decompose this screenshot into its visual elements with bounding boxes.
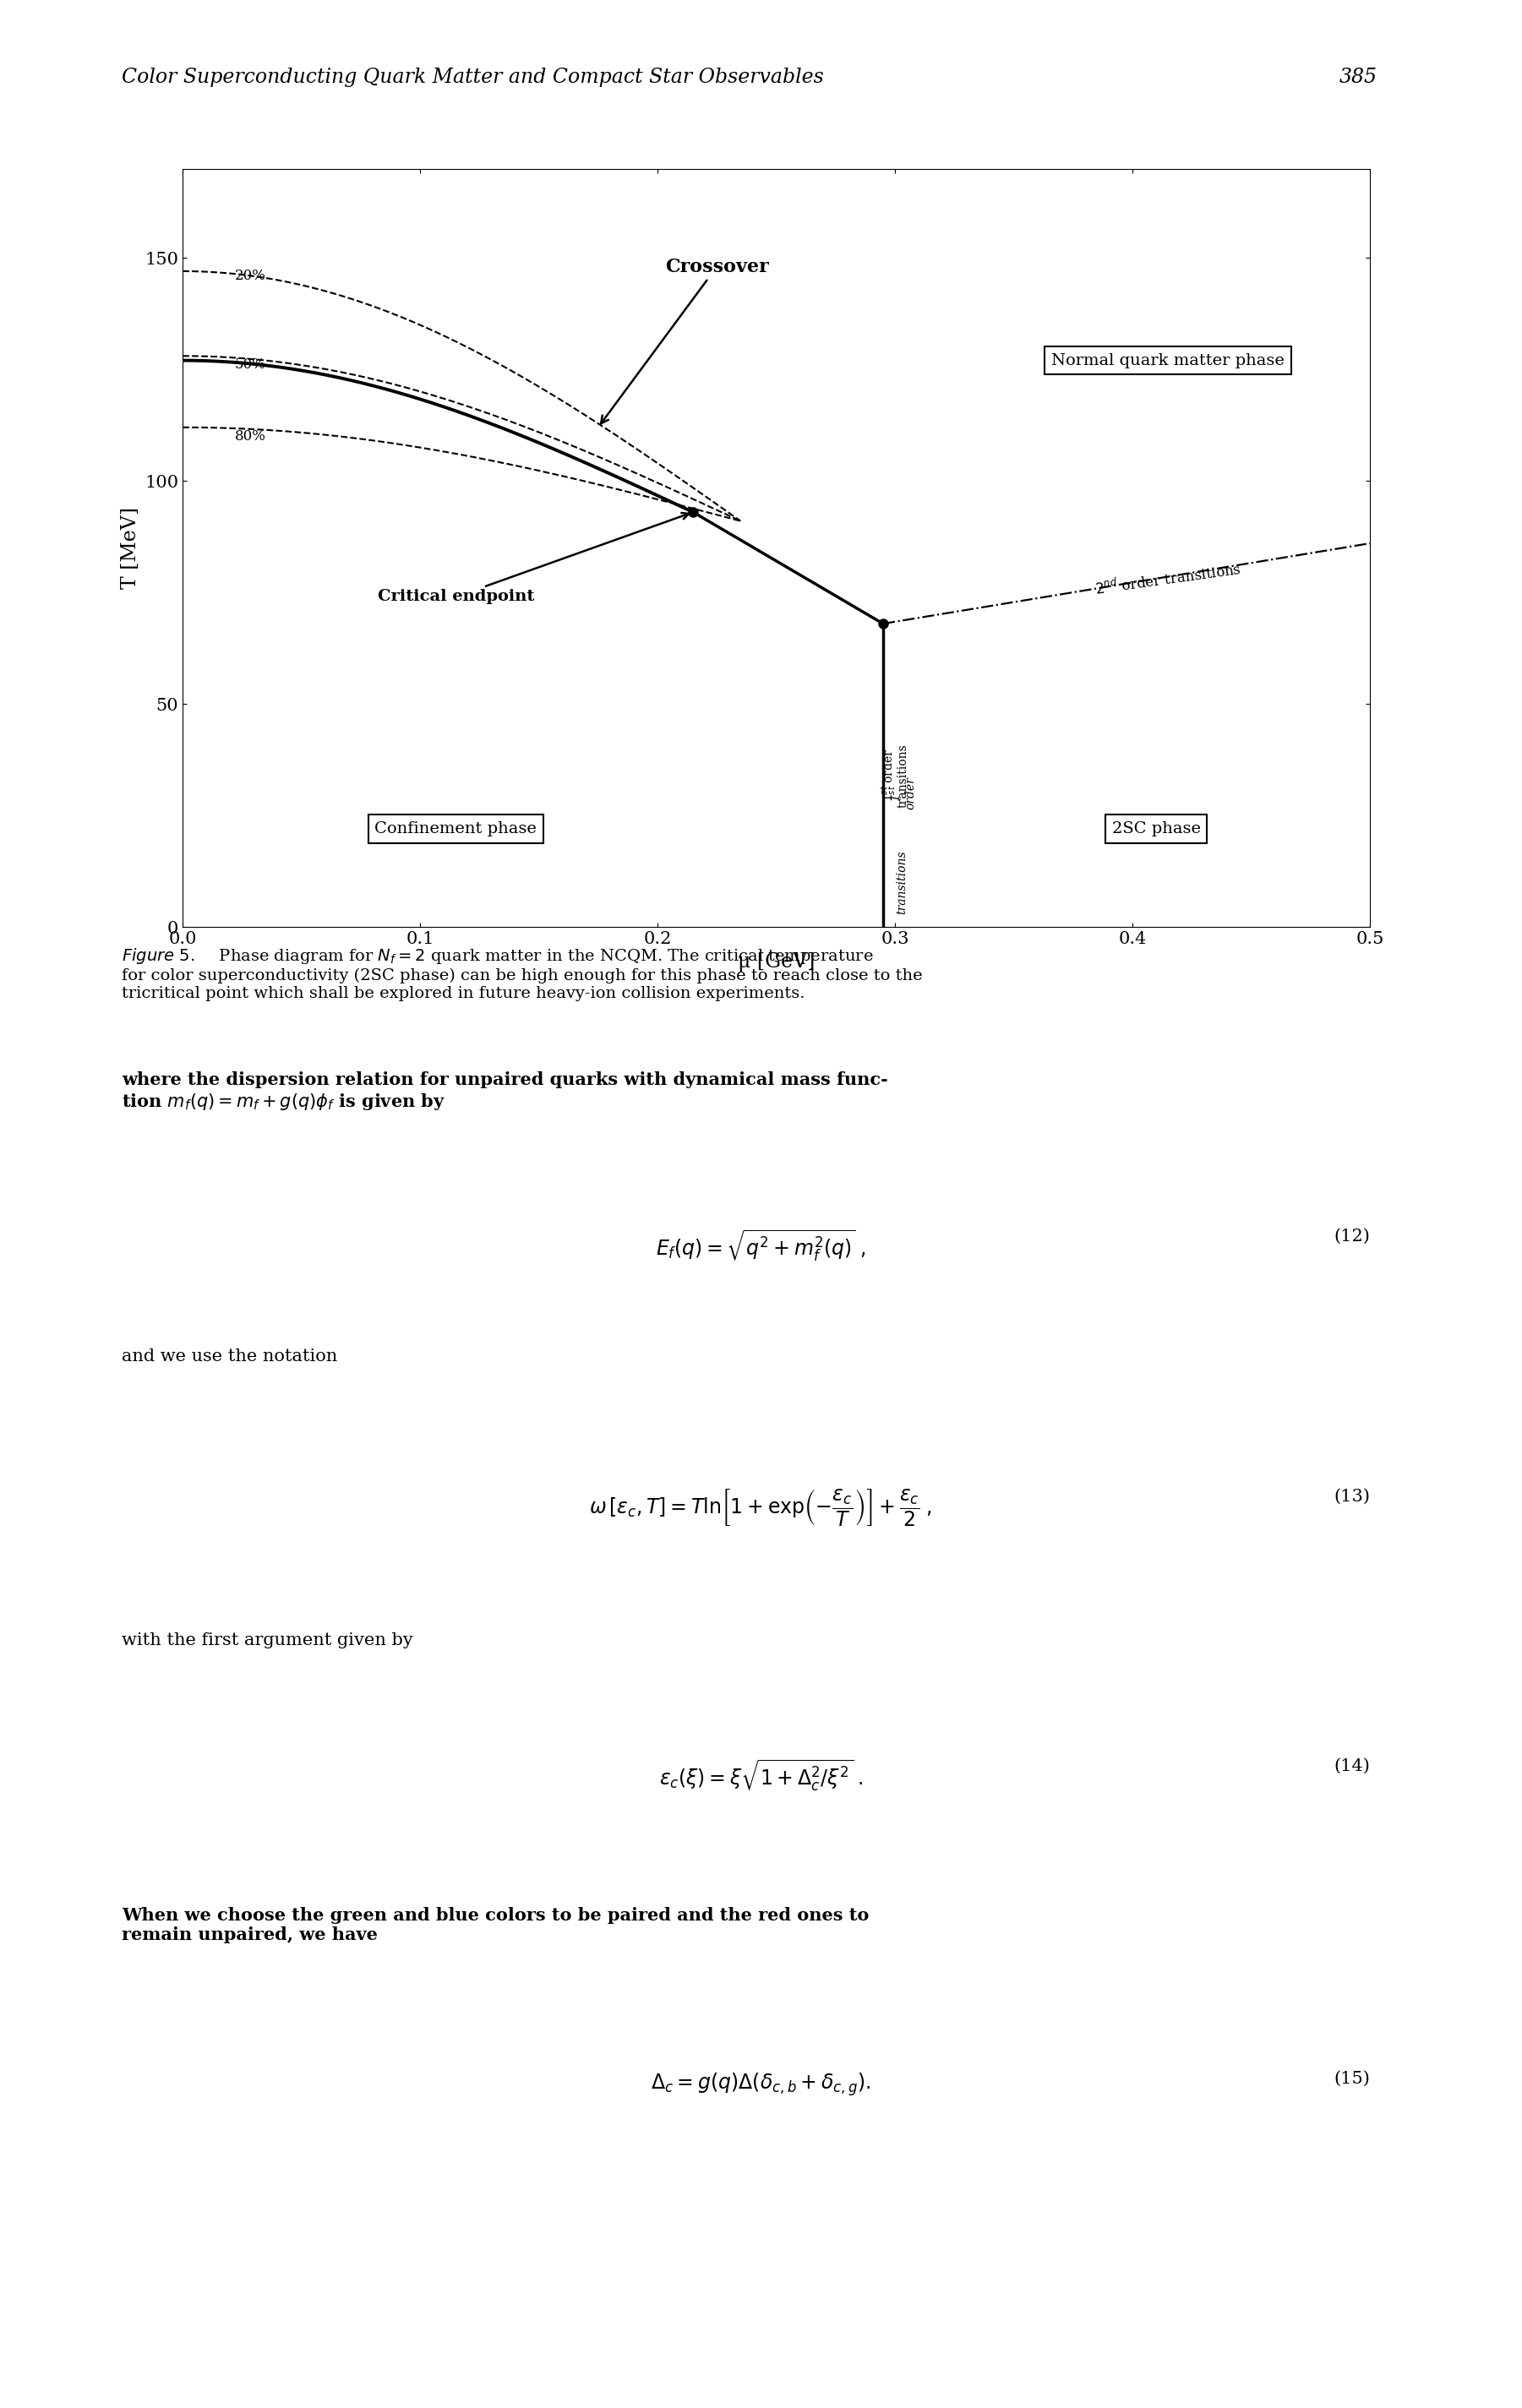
Text: $E_f(q) = \sqrt{q^2 + m_f^2(q)}\;,$: $E_f(q) = \sqrt{q^2 + m_f^2(q)}\;,$: [656, 1228, 866, 1264]
Text: $1^{st}$ order
transitions: $1^{st}$ order transitions: [881, 744, 909, 807]
Text: When we choose the green and blue colors to be paired and the red ones to
remain: When we choose the green and blue colors…: [122, 1907, 869, 1943]
Text: $\omega\,[\epsilon_c, T] = T\ln\!\left[1 + \exp\!\left(-\dfrac{\epsilon_c}{T}\ri: $\omega\,[\epsilon_c, T] = T\ln\!\left[1…: [589, 1488, 933, 1529]
Y-axis label: T [MeV]: T [MeV]: [120, 506, 140, 590]
Text: Normal quark matter phase: Normal quark matter phase: [1052, 354, 1285, 368]
Text: 1$^{st}$
order: 1$^{st}$ order: [887, 778, 916, 809]
Text: 80%: 80%: [234, 429, 266, 443]
Text: and we use the notation: and we use the notation: [122, 1348, 338, 1365]
Text: (14): (14): [1333, 1758, 1370, 1775]
Text: 20%: 20%: [234, 267, 266, 282]
Text: 2SC phase: 2SC phase: [1111, 821, 1201, 836]
Text: (12): (12): [1333, 1228, 1370, 1245]
Text: 385: 385: [1339, 67, 1377, 87]
Text: Confinement phase: Confinement phase: [374, 821, 537, 836]
Text: $\Delta_c = g(q)\Delta(\delta_{c,b} + \delta_{c,g}).$: $\Delta_c = g(q)\Delta(\delta_{c,b} + \d…: [651, 2071, 871, 2097]
Text: Critical endpoint: Critical endpoint: [377, 513, 688, 604]
Text: (15): (15): [1333, 2071, 1370, 2088]
Text: $2^{nd}$ order transitions: $2^{nd}$ order transitions: [1094, 561, 1242, 597]
Text: (13): (13): [1333, 1488, 1370, 1505]
Text: Crossover: Crossover: [601, 258, 769, 424]
X-axis label: μ [GeV]: μ [GeV]: [738, 951, 814, 970]
Text: $\mathit{Figure\ 5.}$    Phase diagram for $N_f = 2$ quark matter in the NCQM. T: $\mathit{Figure\ 5.}$ Phase diagram for …: [122, 946, 922, 1002]
Text: Color Superconducting Quark Matter and Compact Star Observables: Color Superconducting Quark Matter and C…: [122, 67, 823, 87]
Text: transitions: transitions: [896, 850, 909, 915]
Text: where the dispersion relation for unpaired quarks with dynamical mass func-
tion: where the dispersion relation for unpair…: [122, 1072, 887, 1112]
Text: $\epsilon_c(\xi) = \xi\sqrt{1 + \Delta_c^2/\xi^2}\;.$: $\epsilon_c(\xi) = \xi\sqrt{1 + \Delta_c…: [659, 1758, 863, 1794]
Text: 50%: 50%: [234, 359, 266, 373]
Text: with the first argument given by: with the first argument given by: [122, 1633, 412, 1649]
